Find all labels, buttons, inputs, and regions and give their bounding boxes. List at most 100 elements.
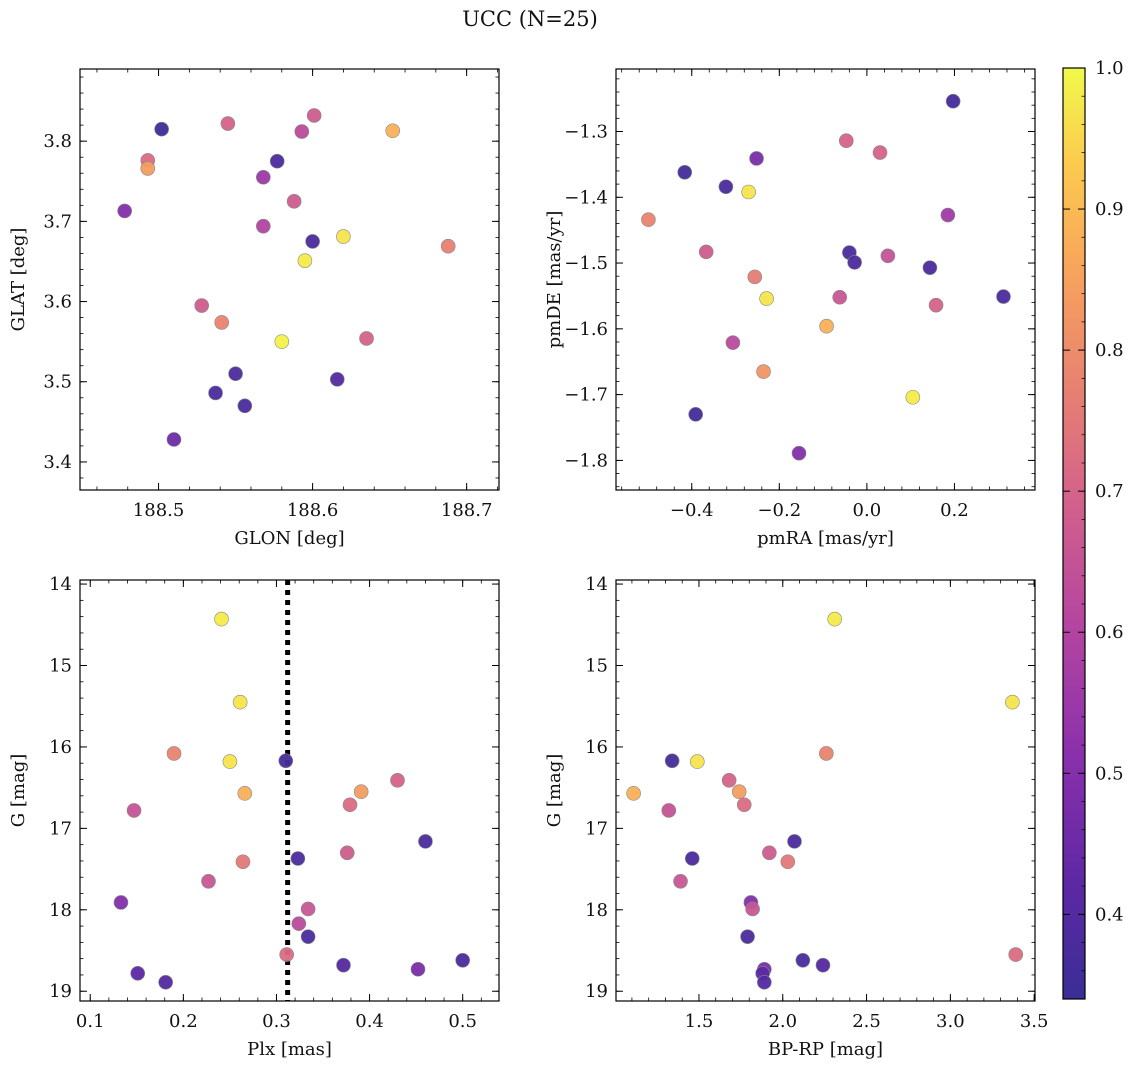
y-tick-label: 17 [585, 818, 608, 839]
colorbar-tick-label: 0.5 [1095, 763, 1124, 784]
data-point [359, 331, 374, 346]
data-point [278, 753, 294, 769]
data-point [872, 145, 888, 160]
data-point [194, 298, 209, 313]
x-tick-label: 0.0 [853, 500, 882, 521]
data-point [641, 212, 656, 227]
data-point [827, 611, 843, 627]
data-point [140, 161, 156, 176]
data-point [306, 108, 322, 123]
data-point [677, 164, 693, 180]
data-point [996, 289, 1011, 304]
data-point [1008, 947, 1024, 962]
x-tick-label: 1.5 [685, 1011, 714, 1032]
data-point [235, 854, 251, 870]
data-point [795, 952, 811, 968]
data-point [791, 445, 807, 461]
data-point [305, 234, 320, 249]
x-tick-label: 0.5 [448, 1011, 477, 1032]
colorbar-tick-label: 0.4 [1095, 904, 1124, 925]
y-tick-label: 3.8 [43, 131, 72, 152]
data-point [166, 432, 182, 447]
x-tick-label: 0.4 [355, 1011, 384, 1032]
data-point [725, 335, 741, 350]
x-tick-label: 188.5 [133, 500, 185, 521]
data-point [117, 203, 132, 219]
data-point [945, 93, 961, 109]
data-point [688, 407, 703, 422]
colorbar: 0.4 0.5 0.6 0.7 0.8 0.9 1.0 [1062, 58, 1124, 1000]
colorbar-tick-label: 0.8 [1095, 340, 1124, 361]
data-point [762, 845, 777, 861]
data-point [626, 786, 641, 801]
data-point [741, 184, 756, 200]
data-point [880, 248, 896, 264]
x-axis-label: Plx [mas] [247, 1039, 332, 1060]
data-point [336, 229, 351, 244]
y-tick-label: 3.6 [43, 292, 72, 313]
data-point [819, 318, 834, 334]
data-point [274, 334, 290, 349]
data-point [342, 797, 358, 813]
data-point [353, 784, 369, 800]
y-axis-label: pmDE [mas/yr] [544, 211, 565, 349]
y-tick-label: 16 [49, 737, 72, 758]
data-point [339, 845, 355, 861]
colorbar-tick-label: 0.9 [1095, 199, 1124, 220]
data-point [154, 121, 169, 137]
y-axis-label: G [mag] [8, 754, 29, 827]
data-point [759, 291, 774, 306]
y-tick-label: 18 [49, 900, 72, 921]
data-point [300, 929, 316, 944]
x-tick-label: 2.5 [852, 1011, 881, 1032]
data-point [214, 315, 230, 330]
y-tick-label: 19 [585, 981, 608, 1002]
y-tick-label: 3.4 [43, 452, 72, 473]
data-point [286, 194, 302, 209]
data-point [222, 754, 238, 769]
data-point [780, 854, 796, 870]
y-tick-label: 15 [49, 656, 72, 677]
x-tick-label: −0.4 [670, 500, 714, 521]
colorbar-tick-label: 1.0 [1095, 58, 1124, 79]
scatter-panel-4: 1.5 2.0 2.5 3.0 3.5 14 15 16 17 18 19 BP-RP [mag] G … [544, 574, 1048, 1060]
data-point [745, 901, 760, 917]
data-point [256, 169, 271, 185]
colorbar-gradient [1062, 67, 1086, 1000]
x-tick-label: 0.2 [940, 500, 969, 521]
data-point [721, 773, 737, 788]
data-point [740, 929, 755, 944]
data-point [756, 364, 771, 379]
data-point [220, 116, 236, 131]
y-axis-label: G [mag] [544, 754, 565, 827]
data-point [228, 366, 243, 382]
y-tick-label: 18 [585, 900, 608, 921]
data-point [290, 851, 306, 866]
data-point [300, 901, 316, 917]
data-point [673, 873, 688, 889]
data-point [269, 153, 285, 169]
x-tick-label: −0.2 [757, 500, 801, 521]
y-tick-label: 17 [49, 818, 72, 839]
data-point [336, 957, 351, 973]
data-point [689, 754, 705, 769]
data-point [455, 952, 470, 968]
scatter-panel-2: −0.4 −0.2 0.0 0.2 −1.8 −1.7 −1.6 −1.5 −1.4 −1.3 pm… [544, 68, 1036, 549]
data-point [922, 260, 938, 275]
data-point [158, 974, 173, 990]
data-point [749, 151, 764, 166]
y-tick-label: 16 [585, 737, 608, 758]
y-tick-label: 3.5 [43, 372, 72, 393]
y-tick-label: 14 [585, 574, 608, 595]
data-point [130, 966, 146, 981]
scatter-panel-1: 188.5 188.6 188.7 3.4 3.5 3.6 3.7 3.8 GLON [deg]… [8, 68, 500, 549]
colorbar-tick-label: 0.6 [1095, 622, 1124, 643]
data-point [832, 289, 848, 305]
y-tick-label: 14 [49, 574, 72, 595]
y-tick-label: −1.7 [564, 385, 608, 406]
y-tick-label: −1.6 [564, 319, 608, 340]
plot-frame [79, 68, 500, 491]
scatter-panel-3: 0.1 0.2 0.3 0.4 0.5 14 15 16 17 18 19 Plx [mas] G [m… [8, 574, 500, 1060]
y-tick-label: 3.7 [43, 211, 72, 232]
data-point [940, 207, 956, 223]
